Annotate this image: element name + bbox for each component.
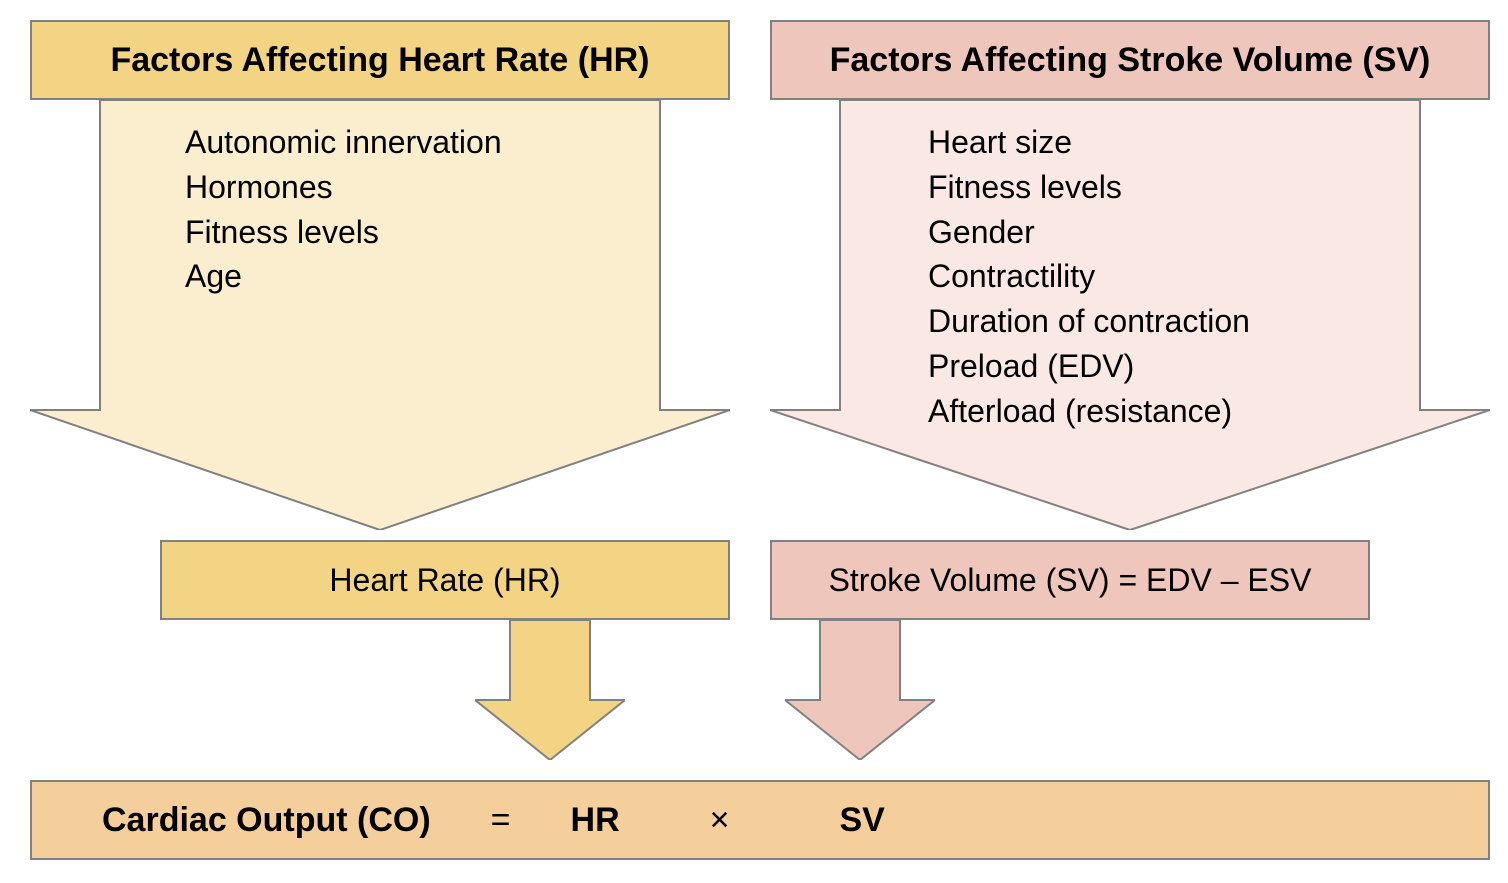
hr-factor-list-item: Fitness levels <box>185 210 502 255</box>
sv-factor-list-item: Heart size <box>928 120 1250 165</box>
sv-factor-list-item: Contractility <box>928 254 1250 299</box>
sv-factor-list-item: Fitness levels <box>928 165 1250 210</box>
co-equals: = <box>491 801 511 840</box>
hr-factor-list-item: Autonomic innervation <box>185 120 502 165</box>
hr-box-label: Heart Rate (HR) <box>329 562 560 599</box>
hr-factor-list: Autonomic innervationHormonesFitness lev… <box>185 120 502 299</box>
hr-factors-header: Factors Affecting Heart Rate (HR) <box>30 20 730 100</box>
sv-to-output-arrow <box>785 620 935 760</box>
co-sv: SV <box>840 801 885 840</box>
hr-to-output-arrow <box>475 620 625 760</box>
sv-factor-list-item: Preload (EDV) <box>928 344 1250 389</box>
hr-box: Heart Rate (HR) <box>160 540 730 620</box>
hr-factors-header-label: Factors Affecting Heart Rate (HR) <box>110 41 649 80</box>
sv-factors-header-label: Factors Affecting Stroke Volume (SV) <box>830 41 1431 80</box>
sv-factor-list-item: Duration of contraction <box>928 299 1250 344</box>
cardiac-output-diagram: Factors Affecting Heart Rate (HR) Factors… <box>0 0 1508 883</box>
hr-factor-list-item: Hormones <box>185 165 502 210</box>
sv-box: Stroke Volume (SV) = EDV – ESV <box>770 540 1370 620</box>
hr-factor-list-item: Age <box>185 254 502 299</box>
sv-box-label: Stroke Volume (SV) = EDV – ESV <box>829 562 1312 599</box>
co-times: × <box>710 801 730 840</box>
sv-factor-list-item: Gender <box>928 210 1250 255</box>
sv-factor-list-item: Afterload (resistance) <box>928 389 1250 434</box>
cardiac-output-box: Cardiac Output (CO) = HR × SV <box>30 780 1490 860</box>
sv-factors-header: Factors Affecting Stroke Volume (SV) <box>770 20 1490 100</box>
co-hr: HR <box>571 801 620 840</box>
co-label: Cardiac Output (CO) <box>102 801 431 840</box>
sv-factor-list: Heart sizeFitness levelsGenderContractil… <box>928 120 1250 434</box>
